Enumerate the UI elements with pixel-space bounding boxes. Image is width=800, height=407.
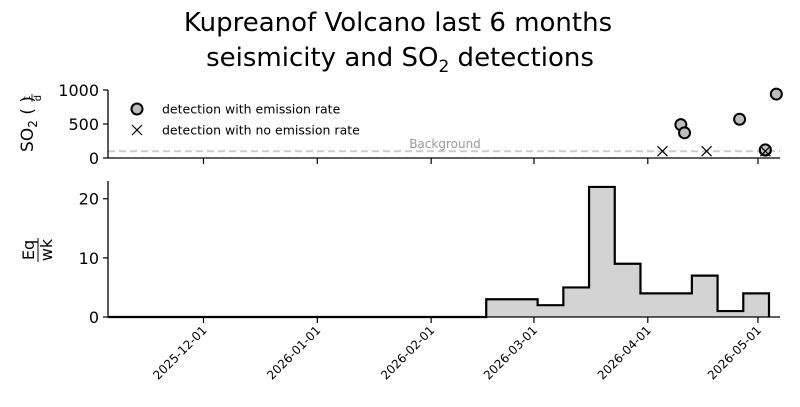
seismicity-y-tick-label: 20: [79, 190, 99, 209]
so2-circle-point: [758, 143, 772, 157]
so2-x-point: [657, 145, 668, 157]
so2-circle-point: [678, 126, 692, 140]
chart-title-line2-suffix: detections: [449, 43, 594, 73]
legend-circle-marker: [130, 102, 144, 116]
so2-x-point: [759, 145, 771, 157]
so2-y-unit-fraction: t d: [22, 94, 44, 102]
chart-title-line1: Kupreanof Volcano last 6 months: [184, 8, 612, 38]
so2-y-label: SO2 ( ): [18, 96, 40, 152]
x-tick-label: 2026-05-01: [705, 323, 764, 382]
so2-y-label-sub: 2: [26, 120, 40, 128]
chart-title-line2-prefix: seismicity and SO: [206, 43, 438, 73]
so2-panel: 0 500 1000 Background detection with emiss…: [18, 81, 783, 168]
legend-x-marker: [131, 124, 143, 136]
chart-title-line2-subscript: 2: [438, 57, 449, 77]
so2-y-tick-label: 1000: [58, 81, 99, 100]
legend: detection with emission rate detection w…: [130, 102, 360, 138]
seismicity-y-label-numerator: Eq: [19, 240, 38, 260]
so2-points: [657, 87, 783, 157]
seismicity-x-ticks: 2025-12-01 2026-01-01 2026-02-01 2026-03-01…: [150, 317, 764, 382]
so2-y-unit-numerator: t: [22, 96, 33, 100]
so2-y-label-close-paren: ): [18, 96, 38, 103]
seismicity-y-ticks: 0 10 20: [79, 190, 108, 327]
so2-circle-point: [733, 112, 747, 126]
legend-label-emission-rate: detection with emission rate: [162, 102, 341, 117]
seismicity-y-tick-label: 10: [79, 249, 99, 268]
x-tick-label: 2026-04-01: [595, 323, 654, 382]
x-tick-label: 2026-01-01: [264, 323, 323, 382]
x-tick-label: 2026-02-01: [378, 323, 437, 382]
chart-title-line2: seismicity and SO2 detections: [206, 43, 594, 77]
seismicity-y-tick-label: 0: [89, 308, 99, 327]
so2-y-unit-denominator: d: [33, 95, 44, 101]
seismicity-panel: 0 10 20 2025-12-01 2026-01-01 2026-02-01 2026…: [19, 181, 780, 382]
so2-axes: [107, 90, 780, 159]
so2-x-point: [701, 145, 712, 157]
seismicity-y-label: Eq wk: [19, 238, 56, 262]
so2-y-tick-label: 500: [68, 115, 99, 134]
seismicity-axes: [107, 181, 780, 318]
seismicity-y-label-denominator: wk: [37, 238, 56, 261]
histogram-outline: [108, 185, 771, 319]
so2-y-label-main: SO: [18, 128, 38, 152]
so2-x-ticks: [202, 158, 759, 164]
so2-circle-point: [769, 87, 783, 101]
so2-y-tick-label: 0: [89, 149, 99, 168]
legend-label-no-emission-rate: detection with no emission rate: [162, 123, 360, 138]
so2-y-label-open-paren: (: [18, 108, 38, 120]
so2-y-ticks: 0 500 1000: [58, 81, 108, 168]
x-tick-label: 2025-12-01: [150, 323, 209, 382]
x-tick-label: 2026-03-01: [481, 323, 540, 382]
background-label: Background: [409, 137, 481, 151]
histogram-fill: [108, 186, 769, 317]
